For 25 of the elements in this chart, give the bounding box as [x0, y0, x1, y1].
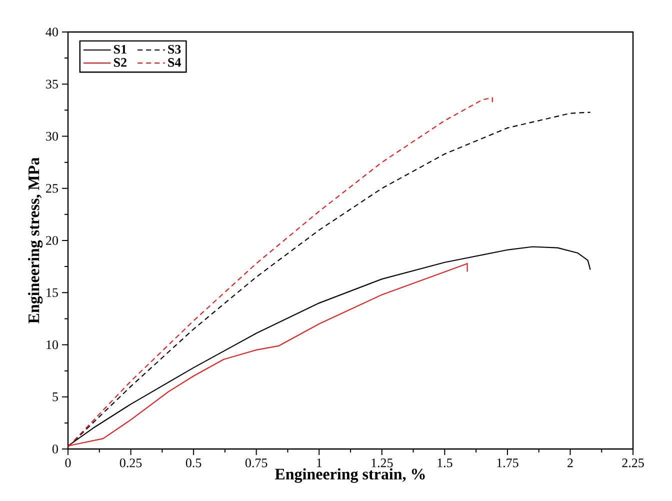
y-tick-label: 40	[46, 28, 58, 36]
y-tick-label: 20	[46, 236, 58, 245]
x-tick-label: 1.5	[438, 458, 452, 468]
x-tick-label: 0.25	[120, 458, 142, 468]
legend-label: S3	[168, 44, 181, 54]
y-tick-label: 10	[46, 340, 58, 350]
y-tick-label: 15	[46, 288, 58, 297]
y-tick-label: 25	[46, 184, 58, 193]
x-tick-label: 2	[568, 458, 573, 468]
y-tick-label: 5	[52, 392, 58, 402]
y-tick-label: 30	[46, 132, 58, 141]
legend-label: S1	[114, 44, 126, 54]
x-tick-label: 1.25	[372, 458, 393, 468]
x-tick-label: 2.25	[622, 458, 644, 468]
x-axis-title: Engineering strain, %	[274, 468, 425, 483]
y-tick-label: 35	[46, 80, 58, 88]
x-tick-label: 0	[65, 458, 71, 468]
x-tick-label: 0.75	[245, 458, 268, 468]
legend-label: S2	[114, 58, 126, 67]
y-tick-label: 0	[52, 444, 58, 454]
y-axis-title: Engineering stress, MPa	[28, 158, 43, 324]
x-tick-label: 0.5	[186, 458, 202, 468]
x-tick-label: 1	[317, 458, 322, 468]
legend-label: S4	[168, 58, 181, 67]
x-tick-label: 1.75	[497, 458, 518, 468]
